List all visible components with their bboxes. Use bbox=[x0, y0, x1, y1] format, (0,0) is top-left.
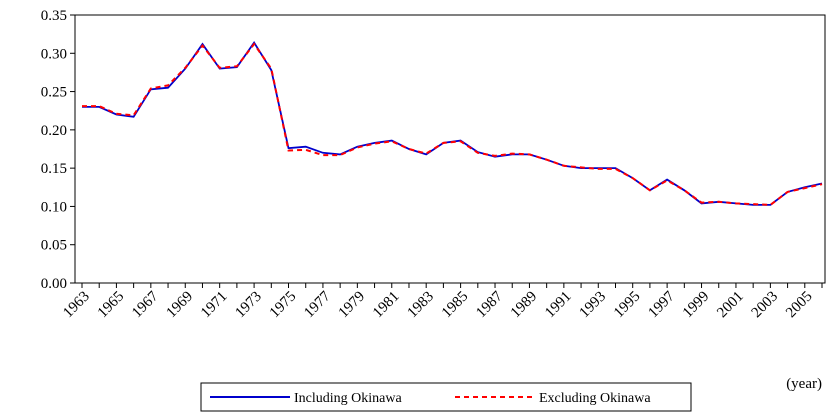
x-tick-label: 1981 bbox=[370, 289, 403, 322]
legend-label: Excluding Okinawa bbox=[539, 391, 651, 406]
y-tick-label: 0.25 bbox=[41, 85, 67, 101]
x-tick-label: 1983 bbox=[404, 289, 437, 322]
x-tick-label: 1973 bbox=[232, 289, 265, 322]
x-tick-label: 2003 bbox=[749, 289, 782, 322]
x-tick-label: 1967 bbox=[129, 288, 162, 321]
y-tick-label: 0.00 bbox=[41, 276, 67, 292]
x-tick-label: 1971 bbox=[198, 289, 231, 322]
x-tick-label: 2005 bbox=[783, 289, 816, 322]
x-tick-label: 2001 bbox=[714, 289, 747, 322]
y-tick-label: 0.15 bbox=[41, 161, 67, 177]
x-tick-label: 1999 bbox=[680, 289, 713, 322]
x-tick-label: 1989 bbox=[508, 289, 541, 322]
x-tick-label: 1987 bbox=[473, 288, 506, 321]
x-tick-label: 1963 bbox=[60, 289, 93, 322]
x-tick-label: 1997 bbox=[645, 288, 678, 321]
x-tick-label: 1993 bbox=[577, 289, 610, 322]
y-tick-label: 0.30 bbox=[41, 46, 67, 62]
legend-box bbox=[200, 382, 692, 412]
x-tick-label: 1995 bbox=[611, 289, 644, 322]
x-tick-label: 1991 bbox=[542, 289, 575, 322]
x-tick-label: 1975 bbox=[267, 289, 300, 322]
series-line bbox=[82, 40, 823, 206]
x-axis-label: (year) bbox=[786, 376, 822, 392]
x-tick-label: 1965 bbox=[95, 289, 128, 322]
y-tick-label: 0.05 bbox=[41, 238, 67, 254]
legend-label: Including Okinawa bbox=[294, 391, 402, 406]
x-tick-label: 1979 bbox=[336, 289, 369, 322]
x-tick-label: 1969 bbox=[164, 289, 197, 322]
x-tick-label: 1977 bbox=[301, 288, 334, 321]
plot-area bbox=[74, 14, 826, 284]
x-tick-label: 1985 bbox=[439, 289, 472, 322]
y-tick-label: 0.10 bbox=[41, 199, 67, 215]
y-tick-label: 0.35 bbox=[41, 8, 67, 24]
series-line bbox=[82, 42, 823, 206]
y-tick-label: 0.20 bbox=[41, 123, 67, 139]
